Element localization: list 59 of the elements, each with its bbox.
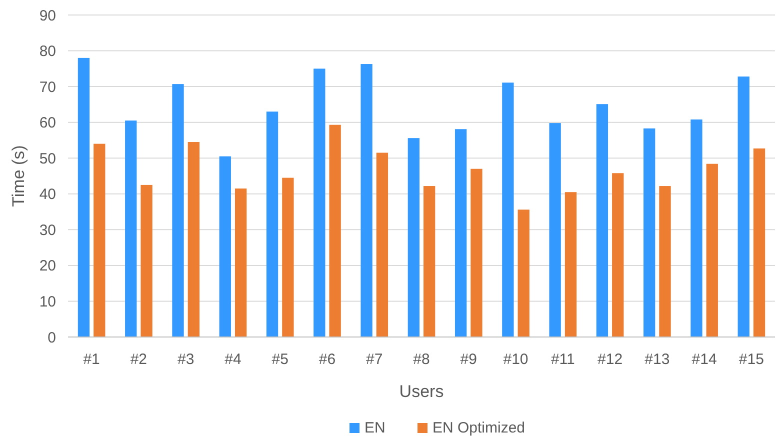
bar (172, 84, 184, 337)
bar (753, 148, 766, 337)
bar (282, 178, 294, 337)
bar (659, 186, 671, 337)
bar (314, 68, 326, 337)
bar (738, 76, 750, 337)
bar (706, 164, 718, 337)
x-tick-label: #15 (738, 351, 764, 368)
bar (408, 138, 420, 337)
x-tick-label: #14 (692, 351, 717, 368)
bar (502, 82, 514, 337)
x-tick-label: #11 (550, 351, 575, 368)
x-tick-label: #4 (224, 351, 242, 368)
bar (140, 184, 152, 337)
x-tick-label: #3 (177, 351, 194, 368)
y-tick-label: 70 (39, 78, 56, 96)
y-axis-title: Time (s) (9, 145, 28, 207)
x-tick-label: #9 (460, 351, 477, 368)
bar (549, 123, 561, 337)
y-tick-label: 30 (39, 222, 56, 239)
legend-label: EN Optimized (432, 420, 526, 436)
x-tick-label: #10 (503, 351, 528, 368)
y-tick-label: 80 (39, 43, 56, 60)
bar (376, 152, 388, 337)
y-tick-label: 60 (39, 114, 56, 132)
bar (612, 173, 624, 337)
legend-label: EN (364, 420, 386, 436)
bar (518, 210, 530, 337)
bar (266, 112, 278, 337)
y-tick-label: 20 (39, 258, 56, 275)
x-tick-label: #8 (413, 351, 430, 368)
x-tick-label: #6 (318, 351, 336, 368)
bar (454, 129, 467, 337)
bar (596, 104, 608, 337)
bar (424, 186, 436, 337)
y-tick-label: 40 (39, 186, 56, 204)
bar (78, 58, 90, 337)
bar (564, 192, 577, 337)
x-tick-label: #13 (644, 351, 670, 368)
bar (125, 120, 137, 337)
bar (470, 168, 482, 337)
x-tick-label: #7 (366, 351, 383, 368)
bar (219, 156, 231, 337)
y-tick-label: 10 (39, 293, 56, 310)
y-tick-label: 0 (48, 329, 56, 346)
y-tick-label: 90 (39, 7, 56, 24)
x-tick-label: #12 (598, 351, 623, 368)
bar (329, 124, 341, 337)
x-tick-label: #2 (130, 351, 148, 368)
bar (188, 142, 200, 337)
bar (644, 128, 656, 337)
bar (690, 119, 702, 337)
bar (360, 64, 372, 337)
y-tick-label: 50 (39, 150, 56, 168)
x-axis-title: Users (399, 382, 444, 401)
bar (94, 144, 106, 337)
x-tick-label: #5 (272, 351, 288, 368)
bar (234, 188, 247, 337)
x-tick-label: #1 (83, 351, 100, 368)
